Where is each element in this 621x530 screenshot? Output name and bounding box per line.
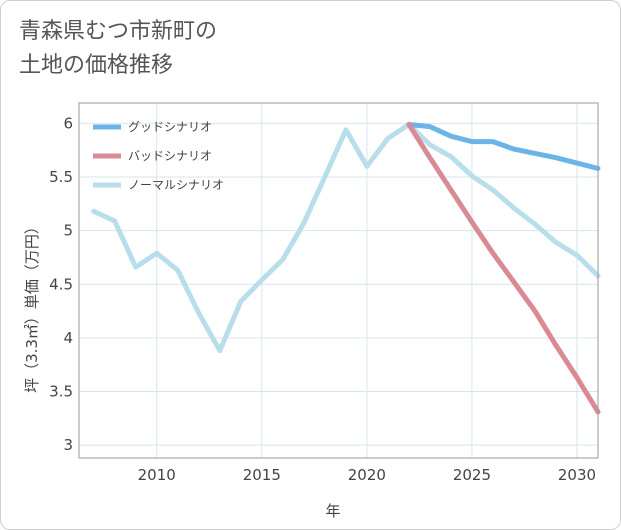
y-tick-label: 4.5 bbox=[49, 275, 73, 293]
series-line-0 bbox=[406, 122, 601, 171]
x-tick-label: 2010 bbox=[138, 466, 176, 484]
legend-label: グッドシナリオ bbox=[128, 120, 212, 134]
x-tick-label: 2030 bbox=[558, 466, 596, 484]
x-tick-label: 2020 bbox=[348, 466, 386, 484]
page-title: 青森県むつ市新町の 土地の価格推移 bbox=[19, 15, 217, 83]
y-tick-labels: 3 3.5 4 4.5 5 5.5 6 bbox=[49, 114, 73, 454]
title-line-2: 土地の価格推移 bbox=[19, 53, 174, 78]
legend-label: バッドシナリオ bbox=[128, 149, 212, 163]
x-axis-title: 年 bbox=[325, 502, 340, 520]
series-line-2 bbox=[91, 122, 601, 354]
y-tick-label: 5.5 bbox=[49, 168, 73, 186]
legend-label: ノーマルシナリオ bbox=[128, 178, 224, 192]
y-tick-label: 3 bbox=[63, 436, 73, 454]
plot-border bbox=[78, 102, 599, 459]
x-tick-label: 2025 bbox=[453, 466, 491, 484]
series-lines bbox=[91, 122, 601, 415]
y-tick-label: 5 bbox=[63, 222, 73, 240]
x-tick-label: 2015 bbox=[243, 466, 281, 484]
y-tick-label: 3.5 bbox=[49, 383, 73, 401]
x-tick-labels: 2010 2015 2020 2025 2030 bbox=[138, 466, 596, 484]
y-tick-label: 6 bbox=[63, 114, 73, 132]
title-line-1: 青森県むつ市新町の bbox=[19, 19, 218, 44]
y-axis-title: 坪（3.3㎡）単価（万円） bbox=[23, 219, 41, 393]
series-line-1 bbox=[406, 122, 601, 415]
y-tick-label: 4 bbox=[63, 329, 73, 347]
